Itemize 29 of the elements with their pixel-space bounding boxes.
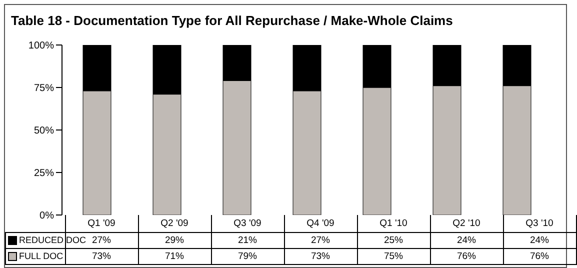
data-label: 24%	[430, 232, 503, 248]
y-tick-label: 25%	[34, 168, 54, 180]
x-tick-label: Q1 '09	[65, 215, 138, 232]
data-label: 76%	[430, 248, 503, 264]
x-tick-label: Q2 '09	[138, 215, 211, 232]
x-tick-label: Q4 '09	[284, 215, 357, 232]
data-label: 75%	[357, 248, 430, 264]
data-label: 79%	[211, 248, 284, 264]
y-tick-label: 100%	[28, 40, 54, 52]
data-label: 24%	[503, 232, 576, 248]
y-tick-label: 0%	[40, 210, 54, 222]
x-tick-label: Q2 '10	[430, 215, 503, 232]
y-tick-label: 50%	[34, 126, 54, 137]
data-label: 27%	[92, 234, 111, 246]
data-label: 73%	[284, 248, 357, 264]
x-tick-label: Q3 '09	[211, 215, 284, 232]
x-tick-label: Q1 '10	[357, 215, 430, 232]
data-label: 73%	[65, 248, 138, 264]
legend-label: FULL DOC	[6, 248, 65, 264]
x-tick-label: Q3 '10	[503, 215, 576, 232]
data-label: 25%	[357, 232, 430, 248]
chart-title: Table 18 - Documentation Type for All Repurchase / Make-Whole Claims	[11, 13, 453, 28]
data-label: 29%	[138, 232, 211, 248]
data-label: 21%	[211, 232, 284, 248]
legend-label: REDUCED DOC	[18, 234, 86, 247]
data-label: 76%	[503, 248, 576, 264]
data-label: 71%	[138, 248, 211, 264]
data-label: 27%	[284, 232, 357, 248]
y-tick-label: 75%	[34, 83, 54, 94]
